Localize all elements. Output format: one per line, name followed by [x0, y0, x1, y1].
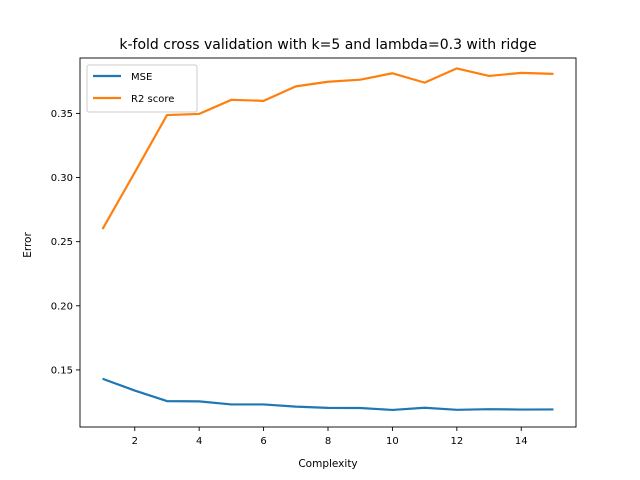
legend-label-0: MSE	[131, 72, 152, 83]
series-line-1	[101, 67, 554, 230]
legend: MSE R2 score	[86, 64, 198, 113]
x-tick-label: 14	[515, 436, 528, 447]
x-tick-label: 2	[132, 436, 138, 447]
y-tick-label: 0.20	[51, 301, 73, 312]
chart-title: k-fold cross validation with k=5 and lam…	[119, 37, 536, 53]
axes: 2 4 6 8 10 12 14 0.15 0.20 0.25 0.30 0.35	[51, 57, 577, 447]
plot-area	[80, 58, 576, 427]
series-layer	[101, 67, 554, 412]
legend-label-1: R2 score	[131, 94, 174, 105]
x-tick-label: 8	[325, 436, 331, 447]
y-tick-label: 0.30	[51, 173, 73, 184]
plot-background	[80, 58, 576, 427]
x-tick-label: 4	[196, 436, 202, 447]
y-axis-label: Error	[22, 232, 34, 258]
series-line-0	[102, 377, 554, 412]
y-tick-label: 0.15	[51, 365, 73, 376]
x-tick-label: 6	[260, 436, 266, 447]
x-tick-label: 10	[386, 436, 399, 447]
y-tick-label: 0.35	[51, 109, 73, 120]
x-tick-label: 12	[450, 436, 463, 447]
y-tick-label: 0.25	[51, 237, 73, 248]
x-axis-label: Complexity	[298, 458, 357, 470]
